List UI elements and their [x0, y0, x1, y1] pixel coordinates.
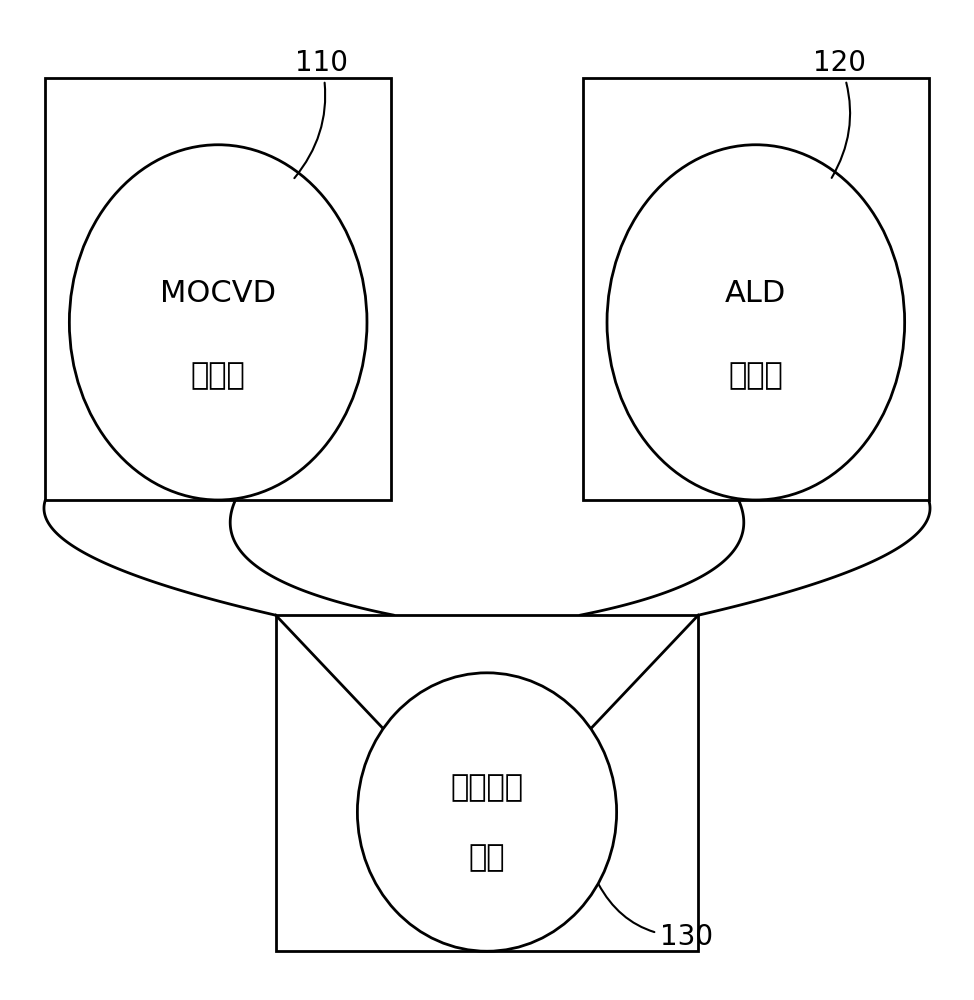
Bar — [276, 615, 698, 951]
Text: 反应室: 反应室 — [191, 361, 245, 390]
Text: ALD: ALD — [726, 279, 786, 308]
Text: 机构: 机构 — [468, 844, 506, 873]
Bar — [583, 78, 928, 500]
Text: 110: 110 — [294, 49, 348, 178]
Text: 130: 130 — [598, 884, 713, 951]
Text: MOCVD: MOCVD — [160, 279, 277, 308]
Ellipse shape — [69, 145, 367, 500]
Text: 互锁传送: 互锁传送 — [451, 774, 523, 803]
Ellipse shape — [607, 145, 905, 500]
Text: 120: 120 — [813, 49, 867, 178]
Bar — [46, 78, 391, 500]
Ellipse shape — [357, 673, 617, 951]
Text: 反应室: 反应室 — [729, 361, 783, 390]
